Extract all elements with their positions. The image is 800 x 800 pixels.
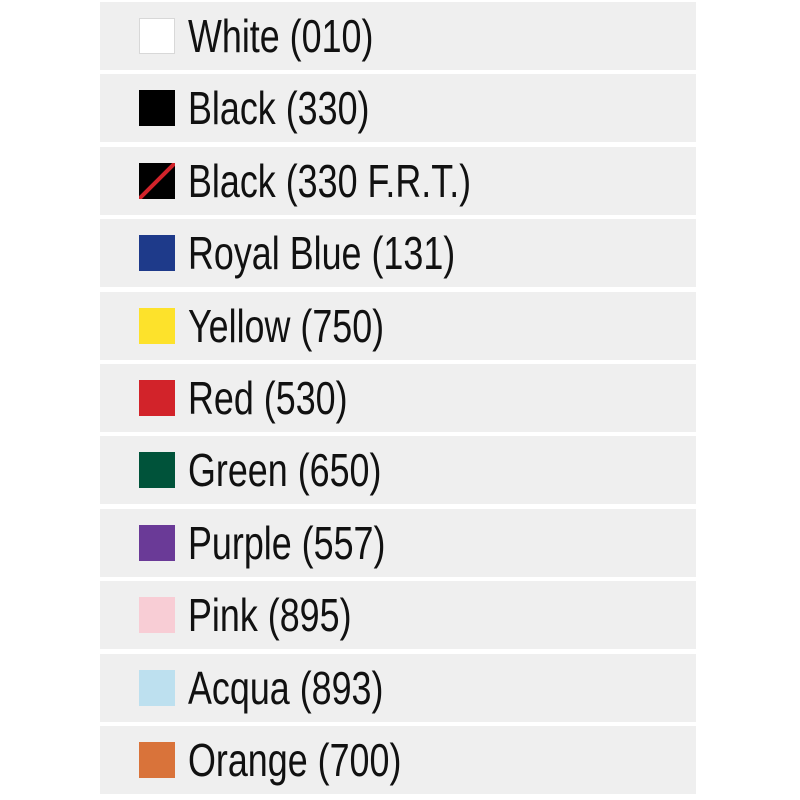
color-label: Purple (557) (188, 516, 386, 569)
color-option-row[interactable]: Orange (700) (100, 725, 696, 794)
color-label: White (010) (188, 10, 374, 62)
color-option-row[interactable]: Pink (895) (100, 581, 696, 650)
color-swatch (139, 669, 175, 706)
color-label: Acqua (893) (188, 661, 384, 714)
color-option-row[interactable]: Red (530) (100, 363, 696, 432)
color-label: Royal Blue (131) (188, 227, 456, 280)
color-label: Pink (895) (188, 589, 352, 642)
color-option-row[interactable]: Purple (557) (100, 508, 696, 577)
color-option-row[interactable]: Royal Blue (131) (100, 219, 696, 288)
color-option-row[interactable]: Green (650) (100, 436, 696, 505)
color-option-row[interactable]: Black (330 F.R.T.) (100, 146, 696, 215)
color-swatch (139, 307, 175, 344)
color-options-list: White (010) Black (330) Black (330 F.R.T.)… (100, 2, 696, 798)
color-swatch (139, 452, 175, 489)
color-swatch (139, 90, 175, 127)
color-label: Black (330) (188, 82, 370, 135)
color-swatch (139, 235, 175, 272)
color-swatch (139, 597, 175, 634)
color-label: Black (330 F.R.T.) (188, 154, 472, 207)
color-option-row[interactable]: Black (330) (100, 74, 696, 143)
color-label: Green (650) (188, 444, 382, 497)
color-option-row[interactable]: Acqua (893) (100, 653, 696, 722)
color-option-row[interactable]: White (010) (100, 2, 696, 70)
color-label: Red (530) (188, 371, 348, 424)
color-swatch (139, 741, 175, 778)
color-label: Orange (700) (188, 733, 402, 786)
color-swatch (139, 524, 175, 561)
color-label: Yellow (750) (188, 299, 385, 352)
color-swatch (139, 162, 175, 199)
color-swatch (139, 18, 175, 54)
color-option-row[interactable]: Yellow (750) (100, 291, 696, 360)
color-swatch (139, 379, 175, 416)
